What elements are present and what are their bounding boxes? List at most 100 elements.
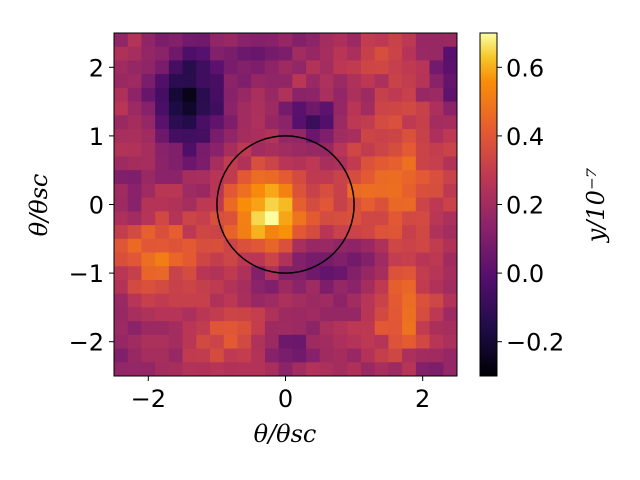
heatmap-cell <box>278 348 293 363</box>
heatmap-cell <box>155 293 170 308</box>
heatmap-cell <box>347 170 362 185</box>
heatmap-cell <box>402 87 417 103</box>
heatmap-cell <box>251 266 266 281</box>
heatmap-cell <box>278 46 293 62</box>
heatmap-cell <box>210 74 225 89</box>
heatmap-cell <box>210 211 225 226</box>
heatmap-cell <box>415 279 431 295</box>
heatmap-cell <box>141 101 156 116</box>
heatmap-cell <box>114 60 129 75</box>
heatmap-cell <box>360 46 376 62</box>
heatmap-cell <box>360 60 376 75</box>
heatmap-cell <box>223 33 239 48</box>
heatmap-cell <box>415 142 431 158</box>
heatmap-cell <box>319 211 335 226</box>
heatmap-cell <box>415 238 431 254</box>
heatmap-cell <box>114 293 129 308</box>
heatmap-cell <box>443 115 457 130</box>
heatmap-cell <box>319 348 335 363</box>
heatmap-cell <box>360 307 376 322</box>
heatmap-cell <box>127 156 143 171</box>
heatmap-cell <box>347 293 362 308</box>
heatmap-cell <box>429 307 444 322</box>
heatmap-cell <box>264 225 280 240</box>
heatmap-cell <box>306 266 321 281</box>
heatmap-cell <box>237 115 252 130</box>
heatmap-cell <box>237 293 252 308</box>
heatmap-cell <box>388 101 403 116</box>
heatmap-cell <box>264 33 280 48</box>
heatmap-cell <box>360 101 376 116</box>
heatmap-cell <box>182 142 197 158</box>
heatmap-cell <box>237 321 252 336</box>
heatmap-cell <box>374 238 389 254</box>
heatmap-cell <box>141 156 156 171</box>
heatmap-cell <box>415 156 431 171</box>
y-axis-label: θ/θsc <box>25 174 53 237</box>
heatmap-cell <box>360 33 376 48</box>
heatmap-cell <box>402 279 417 295</box>
heatmap-cell <box>429 170 444 185</box>
heatmap-cell <box>443 197 457 212</box>
heatmap-cell <box>443 87 457 103</box>
heatmap-cell <box>374 156 389 171</box>
heatmap-cell <box>127 46 143 62</box>
heatmap-cell <box>292 321 307 336</box>
heatmap-cell <box>306 334 321 350</box>
heatmap-cell <box>347 321 362 336</box>
x-axis-label: θ/θsc <box>254 420 317 448</box>
heatmap-cell <box>347 60 362 75</box>
heatmap-cell <box>182 334 197 350</box>
heatmap-cell <box>319 33 335 48</box>
heatmap-cell <box>141 321 156 336</box>
heatmap-cell <box>237 238 252 254</box>
heatmap-cell <box>210 60 225 75</box>
heatmap-cell <box>223 46 239 62</box>
y-tick-label: 2 <box>89 54 104 82</box>
heatmap-cell <box>402 348 417 363</box>
heatmap-cell <box>443 156 457 171</box>
heatmap-cell <box>429 60 444 75</box>
colorbar-axis: −0.2 0.0 0.2 0.4 0.6 <box>497 54 564 357</box>
heatmap-cell <box>196 321 211 336</box>
heatmap-cell <box>223 334 239 350</box>
heatmap-cell <box>196 170 211 185</box>
heatmap-cell <box>333 33 348 48</box>
heatmap-cell <box>278 115 293 130</box>
heatmap-cell <box>114 183 129 199</box>
heatmap-cell <box>223 101 239 116</box>
heatmap-cell <box>168 362 184 376</box>
heatmap-cell <box>114 307 129 322</box>
heatmap-cell <box>374 348 389 363</box>
heatmap-cell <box>196 307 211 322</box>
heatmap-cell <box>114 33 129 48</box>
heatmap-cell <box>141 238 156 254</box>
heatmap-cell <box>278 252 293 267</box>
heatmap-cell <box>333 279 348 295</box>
heatmap-cell <box>237 46 252 62</box>
heatmap-cell <box>114 225 129 240</box>
heatmap-cell <box>114 279 129 295</box>
heatmap-cell <box>196 156 211 171</box>
heatmap-cell <box>360 156 376 171</box>
colorbar-label: y/10⁻⁷ <box>582 167 610 243</box>
heatmap-cell <box>223 129 239 144</box>
heatmap-cell <box>155 197 170 212</box>
heatmap-cell <box>155 348 170 363</box>
heatmap-cell <box>278 307 293 322</box>
heatmap-cell <box>306 142 321 158</box>
heatmap-cell <box>127 225 143 240</box>
heatmap-cell <box>415 74 431 89</box>
heatmap-cell <box>155 101 170 116</box>
colorbar-tick-label: 0.0 <box>506 260 544 288</box>
heatmap-cell <box>114 156 129 171</box>
heatmap-cell <box>251 293 266 308</box>
heatmap-cell <box>306 211 321 226</box>
heatmap-cell <box>374 252 389 267</box>
heatmap-cell <box>223 170 239 185</box>
x-tick-label: −2 <box>131 385 166 413</box>
heatmap-cell <box>264 74 280 89</box>
heatmap-cell <box>168 307 184 322</box>
heatmap-cell <box>292 279 307 295</box>
heatmap-cell <box>347 266 362 281</box>
